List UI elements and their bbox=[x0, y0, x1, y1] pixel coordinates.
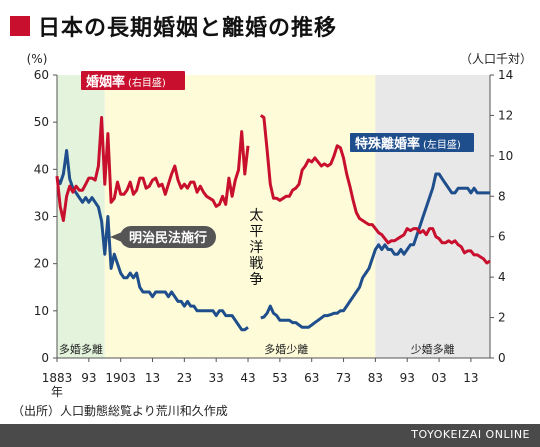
annotation-war-char: 洋 bbox=[249, 240, 263, 256]
annotation-pill bbox=[120, 226, 216, 248]
right-tick-label: 0 bbox=[498, 351, 506, 365]
left-axis-unit: (%) bbox=[27, 52, 48, 66]
x-tick-label: 23 bbox=[177, 371, 192, 385]
annotation-war-char: 太 bbox=[249, 208, 263, 224]
left-tick-label: 30 bbox=[34, 210, 49, 224]
x-tick-label: 1883 bbox=[42, 371, 73, 385]
x-tick-label: 73 bbox=[336, 371, 351, 385]
right-tick-label: 4 bbox=[498, 270, 506, 284]
title-square bbox=[10, 16, 30, 36]
footer-bar: TOYOKEIZAI ONLINE bbox=[0, 424, 540, 447]
divorce-line bbox=[260, 172, 490, 329]
x-tick-label: 63 bbox=[304, 371, 319, 385]
era-label: 多婚少離 bbox=[264, 342, 308, 356]
x-tick-label: 43 bbox=[240, 371, 255, 385]
x-tick-label: 03 bbox=[431, 371, 446, 385]
left-tick-label: 20 bbox=[34, 257, 49, 271]
x-tick-label: 33 bbox=[209, 371, 224, 385]
right-tick-label: 8 bbox=[498, 189, 506, 203]
annotation-war-char: 平 bbox=[249, 224, 263, 240]
marriage-line bbox=[55, 116, 250, 222]
annotation-meiji-label: 明治民法施行 bbox=[129, 230, 207, 246]
right-tick-label: 14 bbox=[498, 68, 513, 82]
x-tick-label: 83 bbox=[368, 371, 383, 385]
annotation-war-char: 戦 bbox=[249, 256, 263, 272]
footer-brand: TOYOKEIZAI ONLINE bbox=[411, 428, 530, 441]
right-tick-label: 2 bbox=[498, 311, 506, 325]
era-label: 少婚多離 bbox=[411, 342, 455, 356]
era-band-2 bbox=[375, 75, 490, 358]
annotation-war-char: 争 bbox=[249, 272, 263, 288]
left-tick-label: 40 bbox=[34, 162, 49, 176]
chart-title: 日本の長期婚姻と離婚の推移 bbox=[38, 16, 338, 41]
annotation-pointer bbox=[110, 232, 122, 242]
x-tick-label: 13 bbox=[463, 371, 478, 385]
right-tick-label: 6 bbox=[498, 230, 506, 244]
x-tick-label: 1903 bbox=[105, 371, 136, 385]
marriage-series-axis-note: (右目盛) bbox=[128, 76, 166, 89]
right-tick-label: 12 bbox=[498, 108, 513, 122]
source-note: （出所）人口動態総覧より荒川和久作成 bbox=[12, 404, 228, 418]
title-block: 日本の長期婚姻と離婚の推移 bbox=[10, 12, 338, 41]
marriage-series-box bbox=[81, 71, 185, 90]
left-tick-label: 50 bbox=[34, 115, 49, 129]
right-tick-label: 10 bbox=[498, 149, 513, 163]
x-tick-label: 93 bbox=[81, 371, 96, 385]
era-label: 多婚多離 bbox=[59, 342, 103, 356]
x-tick-label: 93 bbox=[400, 371, 415, 385]
left-tick-label: 10 bbox=[34, 304, 49, 318]
x-unit-label: 年 bbox=[51, 385, 63, 399]
x-tick-label: 13 bbox=[145, 371, 160, 385]
x-tick-label: 53 bbox=[272, 371, 287, 385]
left-tick-label: 0 bbox=[41, 351, 49, 365]
divorce-line bbox=[55, 149, 249, 332]
left-tick-label: 60 bbox=[34, 68, 49, 82]
divorce-series-box bbox=[350, 133, 474, 152]
divorce-series-axis-note: (左目盛) bbox=[423, 138, 461, 151]
chart-svg: 0 10 20 30 40 50 60 0 2 4 6 8 10 12 14 (%) （人口千対） 1883 93 1… bbox=[27, 52, 532, 399]
divorce-series-label: 特殊離婚率 (左目盛) bbox=[355, 136, 461, 152]
era-band-1 bbox=[104, 75, 376, 358]
right-axis-unit: （人口千対） bbox=[460, 52, 532, 66]
marriage-line bbox=[259, 114, 491, 265]
